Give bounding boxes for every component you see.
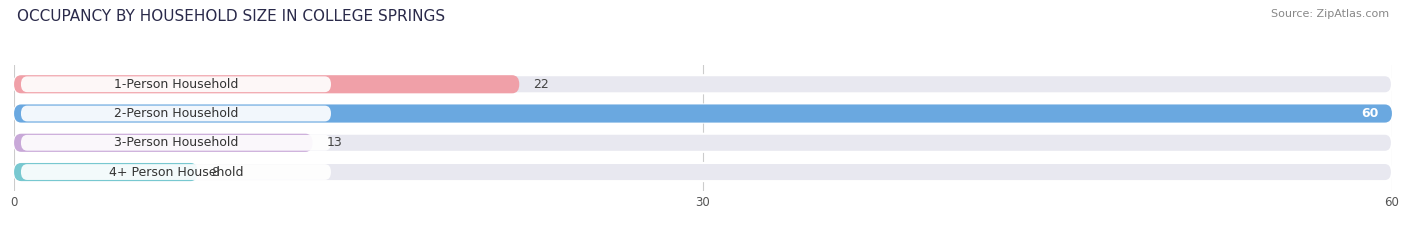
- FancyBboxPatch shape: [14, 104, 1392, 123]
- FancyBboxPatch shape: [14, 163, 198, 181]
- Text: Source: ZipAtlas.com: Source: ZipAtlas.com: [1271, 9, 1389, 19]
- Text: 1-Person Household: 1-Person Household: [114, 78, 238, 91]
- FancyBboxPatch shape: [14, 75, 519, 93]
- Text: 3-Person Household: 3-Person Household: [114, 136, 238, 149]
- FancyBboxPatch shape: [21, 106, 330, 121]
- Text: 2-Person Household: 2-Person Household: [114, 107, 238, 120]
- FancyBboxPatch shape: [21, 135, 330, 151]
- FancyBboxPatch shape: [14, 134, 1392, 152]
- Text: 4+ Person Household: 4+ Person Household: [108, 165, 243, 178]
- FancyBboxPatch shape: [21, 76, 330, 92]
- FancyBboxPatch shape: [14, 104, 1392, 123]
- Text: 22: 22: [533, 78, 548, 91]
- FancyBboxPatch shape: [14, 75, 1392, 93]
- Text: 60: 60: [1361, 107, 1378, 120]
- FancyBboxPatch shape: [14, 163, 1392, 181]
- FancyBboxPatch shape: [21, 164, 330, 180]
- Text: 13: 13: [326, 136, 342, 149]
- Text: 8: 8: [211, 165, 219, 178]
- Text: OCCUPANCY BY HOUSEHOLD SIZE IN COLLEGE SPRINGS: OCCUPANCY BY HOUSEHOLD SIZE IN COLLEGE S…: [17, 9, 444, 24]
- FancyBboxPatch shape: [14, 134, 312, 152]
